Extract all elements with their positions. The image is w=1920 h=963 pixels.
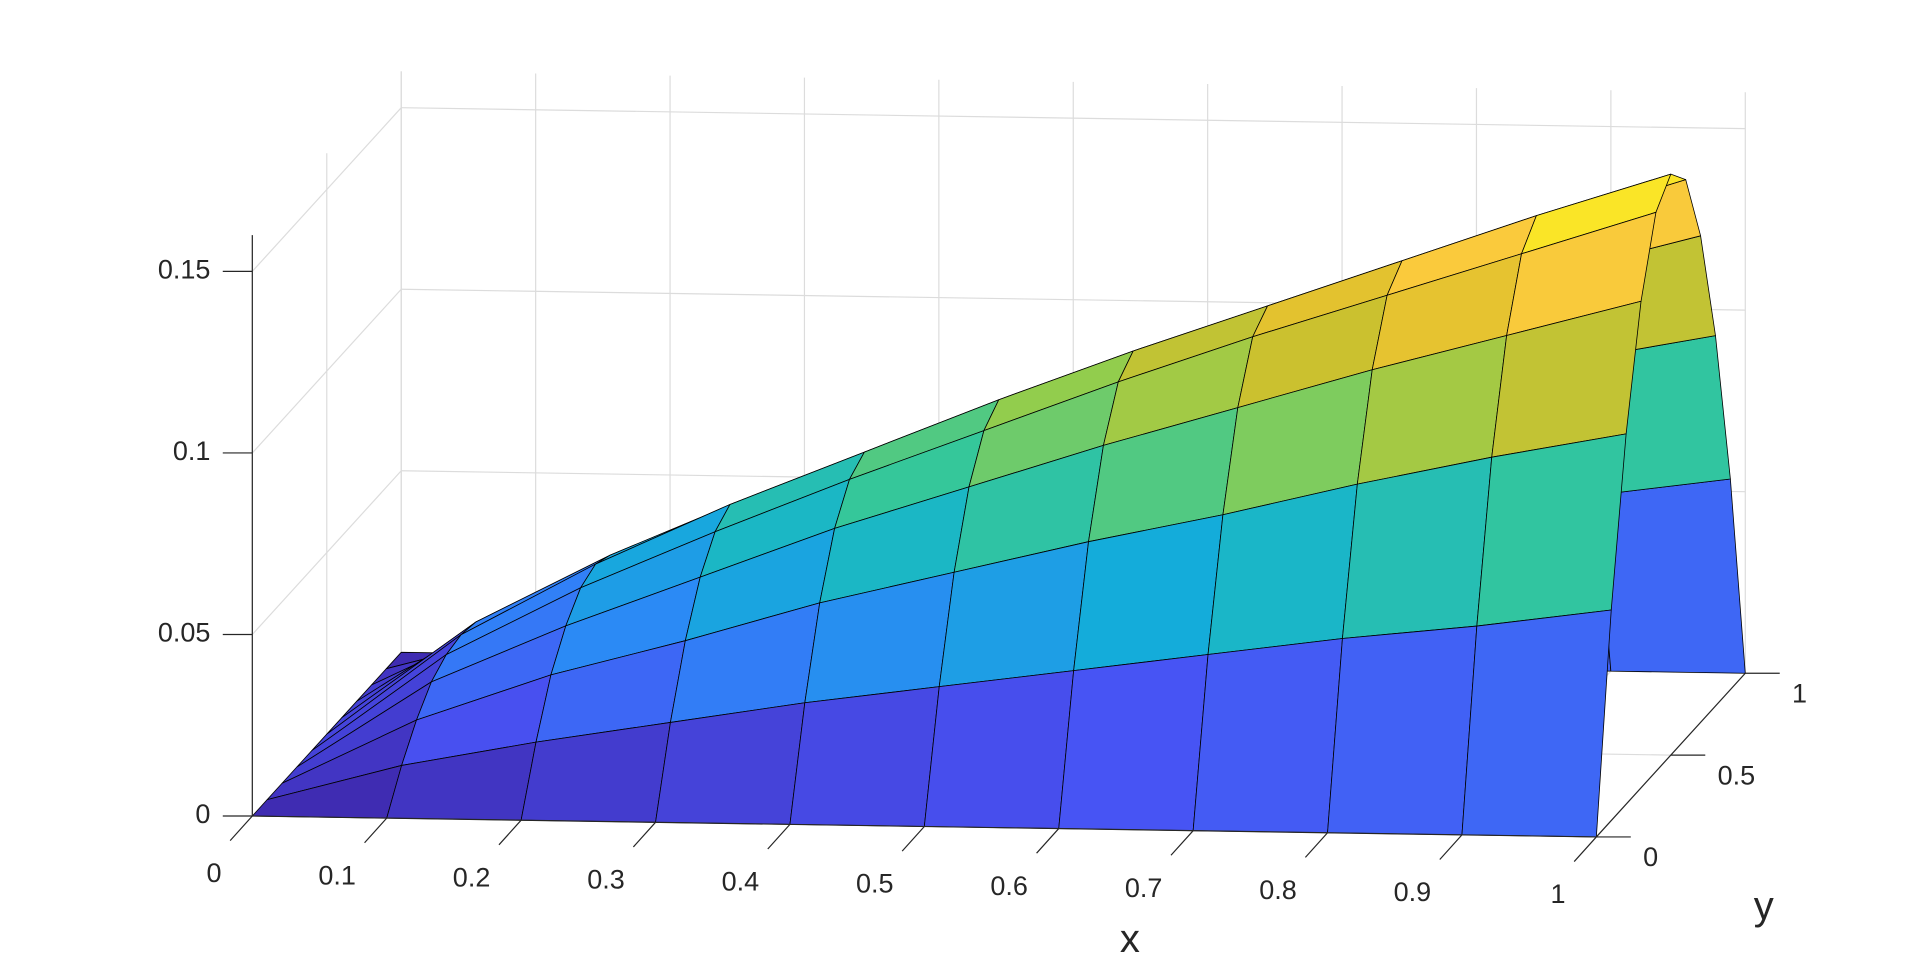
surface-patch [1342,456,1493,639]
grid-line [251,107,402,272]
surface [251,173,1746,838]
grid-line [251,470,402,635]
surface-patch [1476,433,1627,627]
x-tick [767,823,791,850]
x-tick-label: 1 [1551,879,1566,909]
x-tick-label: 0.7 [1125,873,1163,903]
x-tick [1573,836,1597,862]
surface-patch [1327,625,1478,836]
x-tick [229,815,253,842]
z-tick-label: 0.05 [158,618,211,648]
y-tick-label: 0.5 [1718,760,1756,790]
z-tick-label: 0 [195,799,210,829]
grid-line [251,288,402,454]
x-tick [901,826,925,852]
x-tick [498,819,522,846]
x-tick-label: 0.4 [722,867,760,897]
surface-patch [655,702,806,825]
grid-line [401,107,1746,130]
y-tick-label: 1 [1792,679,1807,709]
x-tick-label: 0.5 [856,869,894,899]
x-tick-label: 0.1 [318,860,356,890]
z-tick-label: 0.1 [173,436,211,466]
y-tick-label: 0 [1643,842,1658,872]
x-tick-label: 0 [207,858,222,888]
x-tick-label: 0.9 [1394,877,1432,907]
surface-patch [1461,609,1612,838]
x-axis-label: x [1120,917,1140,961]
x-tick-label: 0.8 [1259,875,1297,905]
y-axis-label: y [1754,884,1774,928]
x-tick [1036,828,1060,854]
z-tick-label: 0.15 [158,255,211,285]
surface-patch [1058,654,1209,832]
x-tick [364,817,388,844]
surface-patch [923,670,1075,829]
x-tick [632,821,656,848]
x-tick-label: 0.6 [990,871,1028,901]
x-tick [1304,832,1328,858]
x-tick [1439,834,1463,860]
x-tick [1170,830,1194,856]
surface-patch [1192,638,1343,834]
surface-patch [789,686,940,827]
x-tick-label: 0.2 [453,862,491,892]
axes: 0 0.1 0.2 0.3 0.4 0.5 0.6 0.7 0.8 0.9 1 0 0.5 1 0 0.05 0… [158,235,1807,961]
x-tick-label: 0.3 [587,865,625,895]
